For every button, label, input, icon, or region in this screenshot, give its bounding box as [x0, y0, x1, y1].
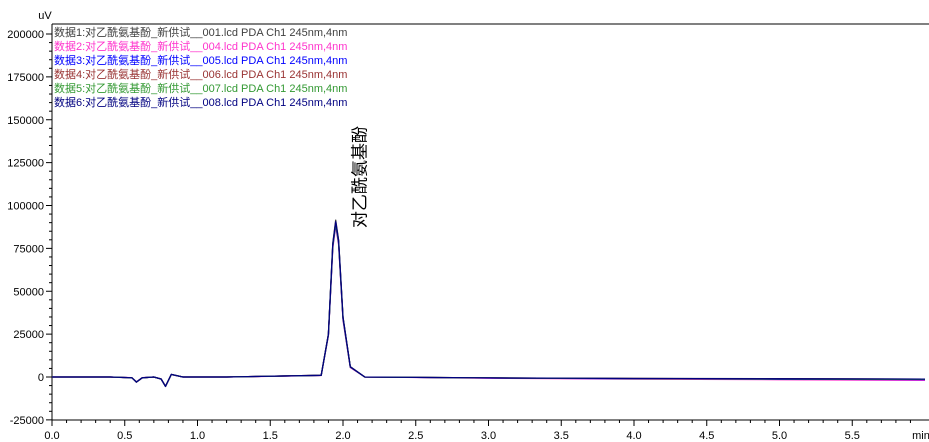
y-tick-label: 50000: [13, 286, 44, 298]
x-tick-label: 2.0: [335, 430, 350, 442]
series-line-4: [52, 222, 926, 387]
x-tick-label: 1.0: [190, 430, 205, 442]
y-tick-label: 100000: [7, 201, 44, 213]
y-tick-label: 150000: [7, 115, 44, 127]
y-tick-label: 200000: [7, 29, 44, 41]
series-line-6: [52, 221, 926, 388]
x-tick-label: 3.0: [481, 430, 496, 442]
x-tick-label: 1.5: [263, 430, 278, 442]
legend-entry-6: 数据6:对乙酰氨基酚_新供试__008.lcd PDA Ch1 245nm,4n…: [54, 95, 347, 109]
legend: 数据1:对乙酰氨基酚_新供试__001.lcd PDA Ch1 245nm,4n…: [54, 25, 347, 109]
series-layer: [52, 219, 926, 388]
legend-entry-1: 数据1:对乙酰氨基酚_新供试__001.lcd PDA Ch1 245nm,4n…: [54, 25, 347, 39]
y-tick-label: 175000: [7, 72, 44, 84]
x-tick-label: 3.5: [554, 430, 569, 442]
axes: 200000 175000 150000 125000 100000 75000 50000…: [7, 23, 929, 442]
x-tick-label: 0.0: [44, 430, 59, 442]
legend-entry-2: 数据2:对乙酰氨基酚_新供试__004.lcd PDA Ch1 245nm,4n…: [54, 39, 347, 53]
series-line-2: [52, 225, 926, 387]
x-unit-label: min: [912, 430, 929, 442]
series-line-3: [52, 223, 926, 387]
x-tick-label: 4.5: [699, 430, 714, 442]
y-tick-label: 125000: [7, 158, 44, 170]
y-unit-label: uV: [38, 10, 52, 22]
series-line-5: [52, 222, 926, 387]
peak-annotation: 对乙酰氨基酚: [351, 126, 370, 228]
x-tick-label: 2.5: [408, 430, 423, 442]
x-tick-label: 5.0: [772, 430, 787, 442]
y-tick-label: 0: [38, 372, 44, 384]
y-tick-label: -25000: [10, 415, 44, 427]
legend-entry-3: 数据3:对乙酰氨基酚_新供试__005.lcd PDA Ch1 245nm,4n…: [54, 53, 347, 67]
series-line-1: [52, 219, 926, 388]
x-tick-label: 0.5: [117, 430, 132, 442]
x-tick-label: 4.0: [626, 430, 641, 442]
legend-entry-5: 数据5:对乙酰氨基酚_新供试__007.lcd PDA Ch1 245nm,4n…: [54, 81, 347, 95]
y-tick-label: 75000: [13, 243, 44, 255]
legend-entry-4: 数据4:对乙酰氨基酚_新供试__006.lcd PDA Ch1 245nm,4n…: [54, 67, 347, 81]
x-tick-label: 5.5: [845, 430, 860, 442]
y-tick-label: 25000: [13, 329, 44, 341]
